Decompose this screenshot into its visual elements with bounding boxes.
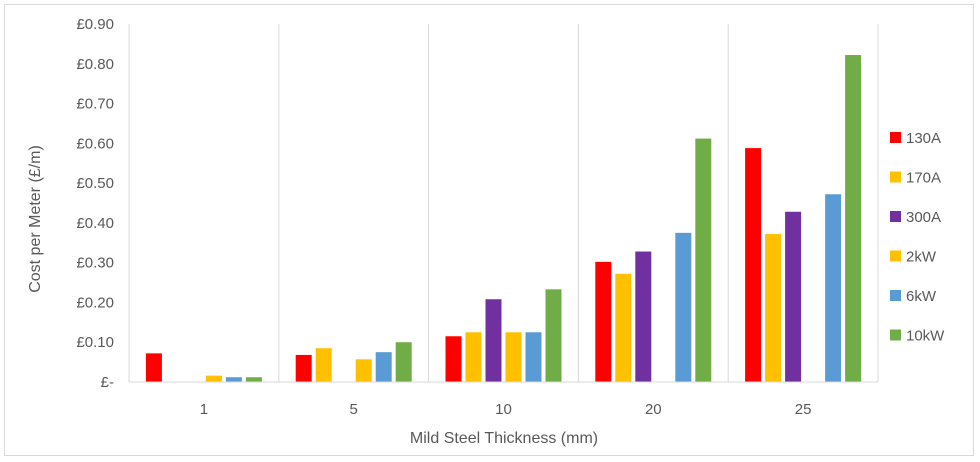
bar-6kw-5 bbox=[375, 352, 392, 382]
bar-170a-25 bbox=[765, 234, 782, 382]
y-axis-title: Cost per Meter (£/m) bbox=[27, 145, 44, 293]
x-tick-label: 20 bbox=[645, 401, 662, 418]
x-axis-title: Mild Steel Thickness (mm) bbox=[410, 430, 598, 447]
y-tick-label: £0.90 bbox=[76, 16, 114, 33]
legend-label-130a: 130A bbox=[906, 130, 941, 147]
bar-130a-1 bbox=[145, 353, 162, 382]
x-tick-label: 10 bbox=[495, 401, 512, 418]
bar-10kw-20 bbox=[695, 138, 712, 382]
y-tick-label: £0.40 bbox=[76, 215, 114, 232]
legend-label-300a: 300A bbox=[906, 209, 941, 226]
legend-label-10kw: 10kW bbox=[906, 328, 945, 345]
bar-300a-25 bbox=[785, 211, 802, 382]
y-tick-label: £0.50 bbox=[76, 175, 114, 192]
legend-label-2kw: 2kW bbox=[906, 249, 937, 266]
bar-6kw-1 bbox=[225, 377, 242, 382]
gridlines bbox=[128, 24, 879, 382]
bar-300a-20 bbox=[635, 251, 652, 382]
bar-170a-5 bbox=[315, 348, 332, 382]
legend-swatch-300a bbox=[890, 211, 901, 222]
y-tick-labels: £- £0.10 £0.20 £0.30 £0.40 £0.50 £0.60 £0.70 £0.… bbox=[76, 16, 114, 391]
bar-2kw-5 bbox=[355, 359, 372, 382]
legend-swatch-130a bbox=[890, 132, 901, 143]
y-tick-label: £- bbox=[101, 374, 114, 391]
legend-swatch-170a bbox=[890, 171, 901, 183]
bar-170a-20 bbox=[615, 273, 632, 382]
bar-6kw-20 bbox=[675, 232, 692, 382]
bar-10kw-10 bbox=[545, 289, 562, 382]
y-tick-label: £0.60 bbox=[76, 135, 114, 152]
legend: 130A 170A 300A 2kW 6kW 10kW bbox=[890, 130, 945, 345]
bar-10kw-5 bbox=[395, 342, 412, 382]
bars bbox=[145, 55, 862, 382]
legend-swatch-6kw bbox=[890, 290, 901, 301]
x-tick-labels: 1 5 10 20 25 bbox=[200, 401, 812, 418]
x-tick-label: 1 bbox=[200, 401, 208, 418]
bar-6kw-10 bbox=[525, 332, 542, 382]
legend-label-170a: 170A bbox=[906, 170, 941, 187]
bar-130a-5 bbox=[295, 354, 312, 382]
bar-130a-10 bbox=[445, 336, 462, 382]
bar-130a-25 bbox=[745, 148, 762, 382]
bar-2kw-10 bbox=[505, 332, 522, 382]
legend-swatch-2kw bbox=[890, 250, 901, 262]
bar-6kw-25 bbox=[825, 194, 842, 382]
bar-10kw-25 bbox=[845, 55, 862, 382]
y-tick-label: £0.10 bbox=[76, 334, 114, 351]
bar-130a-20 bbox=[595, 261, 612, 382]
bar-2kw-1 bbox=[205, 375, 222, 382]
bar-170a-10 bbox=[465, 332, 482, 382]
legend-swatch-10kw bbox=[890, 329, 901, 341]
y-tick-label: £0.20 bbox=[76, 294, 114, 311]
legend-label-6kw: 6kW bbox=[906, 288, 937, 305]
y-tick-label: £0.70 bbox=[76, 96, 114, 113]
bar-300a-10 bbox=[485, 299, 502, 382]
y-tick-label: £0.80 bbox=[76, 56, 114, 73]
y-tick-label: £0.30 bbox=[76, 255, 114, 272]
x-tick-label: 5 bbox=[350, 401, 358, 418]
bar-10kw-1 bbox=[245, 377, 262, 382]
x-tick-label: 25 bbox=[795, 401, 812, 418]
